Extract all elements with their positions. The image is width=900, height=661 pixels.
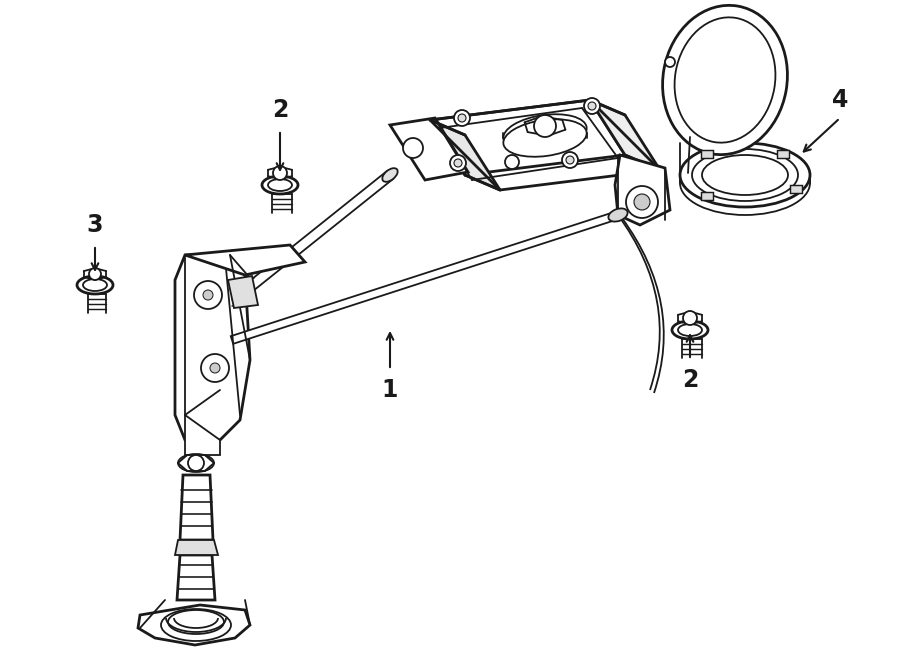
Circle shape <box>683 311 697 325</box>
Circle shape <box>534 115 556 137</box>
Ellipse shape <box>232 288 248 302</box>
Polygon shape <box>180 475 213 540</box>
Circle shape <box>203 290 213 300</box>
Polygon shape <box>175 255 250 440</box>
Polygon shape <box>430 120 500 190</box>
Ellipse shape <box>680 151 810 215</box>
Circle shape <box>273 166 287 180</box>
Ellipse shape <box>680 143 810 207</box>
Polygon shape <box>230 212 619 344</box>
Ellipse shape <box>692 149 798 201</box>
Ellipse shape <box>262 176 298 194</box>
Ellipse shape <box>168 610 224 634</box>
Circle shape <box>584 98 600 114</box>
Polygon shape <box>228 276 258 308</box>
Circle shape <box>450 155 466 171</box>
Text: 2: 2 <box>272 98 288 122</box>
Bar <box>701 192 713 200</box>
Polygon shape <box>185 415 220 455</box>
Polygon shape <box>177 555 215 600</box>
Polygon shape <box>232 283 252 297</box>
Text: 2: 2 <box>682 368 698 392</box>
Circle shape <box>454 159 462 167</box>
Circle shape <box>665 57 675 67</box>
Polygon shape <box>237 171 393 299</box>
Polygon shape <box>175 540 218 555</box>
Polygon shape <box>430 100 625 175</box>
Ellipse shape <box>503 114 587 152</box>
Circle shape <box>626 186 658 218</box>
Bar <box>777 149 789 157</box>
Ellipse shape <box>702 155 788 195</box>
Polygon shape <box>185 245 305 275</box>
Ellipse shape <box>503 119 587 157</box>
Ellipse shape <box>662 5 788 155</box>
Ellipse shape <box>675 17 776 143</box>
Ellipse shape <box>83 279 107 291</box>
Bar <box>790 185 802 193</box>
Circle shape <box>210 363 220 373</box>
Circle shape <box>194 281 222 309</box>
Polygon shape <box>615 155 670 225</box>
Circle shape <box>634 194 650 210</box>
Circle shape <box>562 152 578 168</box>
Circle shape <box>566 156 574 164</box>
Ellipse shape <box>178 454 214 472</box>
Circle shape <box>188 455 204 471</box>
Text: 1: 1 <box>382 378 398 402</box>
Circle shape <box>588 102 596 110</box>
Circle shape <box>89 268 101 280</box>
Polygon shape <box>390 118 468 180</box>
Circle shape <box>454 110 470 126</box>
Ellipse shape <box>678 324 702 336</box>
Bar <box>701 149 713 157</box>
Ellipse shape <box>608 208 627 221</box>
Polygon shape <box>138 605 250 645</box>
Ellipse shape <box>161 609 231 641</box>
Ellipse shape <box>77 276 113 294</box>
Ellipse shape <box>382 168 398 182</box>
Polygon shape <box>590 100 660 170</box>
Ellipse shape <box>268 179 292 191</box>
Text: 4: 4 <box>832 88 848 112</box>
Circle shape <box>403 138 423 158</box>
Ellipse shape <box>672 321 708 339</box>
Text: 3: 3 <box>86 213 104 237</box>
Circle shape <box>505 155 519 169</box>
Circle shape <box>201 354 229 382</box>
Circle shape <box>458 114 466 122</box>
